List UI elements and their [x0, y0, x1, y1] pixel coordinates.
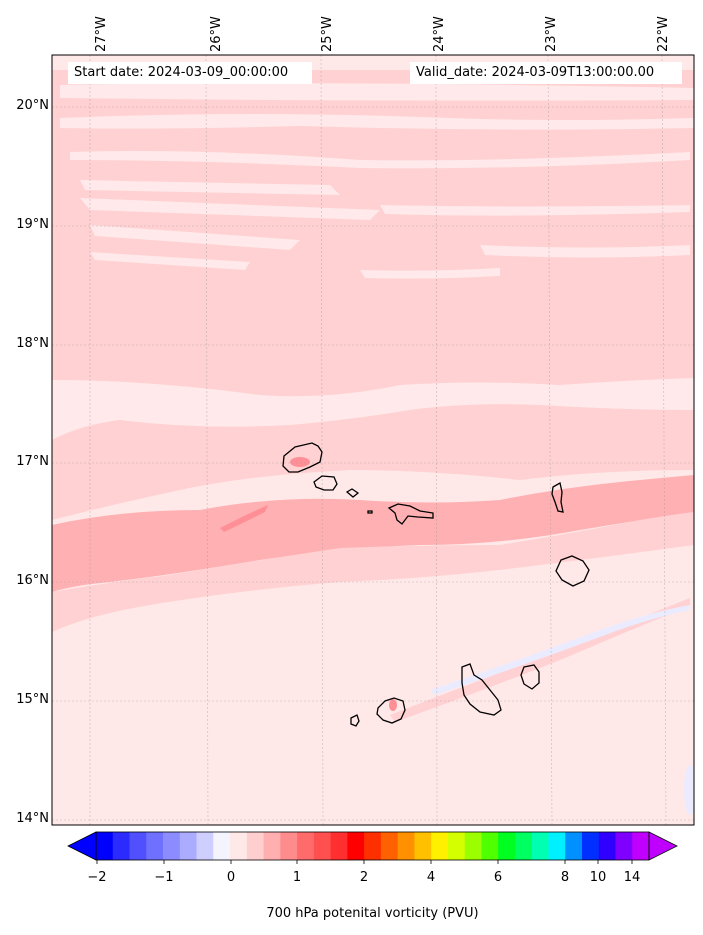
island-sao-nicolau [387, 503, 434, 525]
valid-date-label: Valid_date: 2024-03-09T13:00:00.00 [416, 65, 655, 80]
colorbar-cell [565, 832, 583, 860]
pv-field [52, 55, 694, 825]
colorbar-cell [531, 832, 549, 860]
colorbar-extend-min [67, 831, 97, 861]
colorbar-cell [615, 832, 633, 860]
map-frame [51, 54, 695, 826]
colorbar-cell [196, 832, 214, 860]
island-santo-antao [282, 442, 323, 473]
lat-label-19n: 19°N [16, 217, 49, 232]
meridian-22w [661, 54, 667, 826]
colorbar-cell [397, 832, 415, 860]
island-brava [350, 714, 360, 727]
lon-label-22w: 22°W [656, 16, 671, 52]
colorbar-cell [447, 832, 466, 860]
colorbar-cell [514, 832, 533, 860]
colorbar-cell [347, 832, 365, 860]
colorbar-cell [96, 832, 114, 860]
colorbar-cell [280, 832, 298, 860]
island-raso [367, 510, 373, 514]
colorbar-cell [246, 832, 264, 860]
pv-spot-santo-antao [290, 457, 310, 467]
coastlines [282, 442, 590, 727]
colorbar-cell [548, 832, 566, 860]
colorbar-cell [414, 832, 432, 860]
colorbar-cell [129, 832, 147, 860]
colorbar-extend-max [648, 831, 678, 861]
colorbar-tick-label: 4 [426, 870, 436, 885]
colorbar-cell [313, 832, 332, 860]
colorbar-cell [481, 832, 499, 860]
island-sal [551, 481, 564, 513]
pv-band-south [52, 512, 694, 632]
colorbar-cell [498, 832, 516, 860]
colorbar-frame [95, 831, 650, 861]
colorbar [67, 831, 678, 864]
colorbar-cell [213, 832, 231, 860]
colorbar-title: 700 hPa potenital vorticity (PVU) [266, 906, 479, 921]
pv-band-north [52, 70, 694, 520]
meridian-25w [320, 54, 324, 826]
lat-label-17n: 17°N [16, 454, 49, 469]
colorbar-cell [179, 832, 197, 860]
lat-label-14n: 14°N [16, 811, 49, 826]
colorbar-cell [380, 832, 399, 860]
colorbar-tick-label: 1 [292, 870, 302, 885]
colorbar-cell [112, 832, 130, 860]
colorbar-tick-label: 6 [493, 870, 503, 885]
colorbar-tick-label: −1 [154, 870, 174, 885]
colorbar-cell [297, 832, 315, 860]
colorbar-cell [364, 832, 382, 860]
colorbar-tick-label: 2 [359, 870, 369, 885]
colorbar-cell [163, 832, 181, 860]
pv-streaks-north [52, 83, 694, 440]
colorbar-cell [632, 832, 650, 860]
island-sao-vicente [313, 475, 338, 491]
lat-label-15n: 15°N [16, 692, 49, 707]
pv-filament-blue [430, 605, 690, 695]
valid-date-box: Valid_date: 2024-03-09T13:00:00.00 [410, 62, 682, 84]
colorbar-tick-label: 0 [226, 870, 236, 885]
colorbar-tick-label: 10 [589, 870, 607, 885]
lon-label-26w: 26°W [209, 16, 224, 52]
lon-label-25w: 25°W [320, 16, 335, 52]
start-date-label: Start date: 2024-03-09_00:00:00 [74, 65, 289, 80]
lat-label-16n: 16°N [16, 573, 49, 588]
meridian-26w [205, 54, 209, 826]
pv-band-central [52, 475, 694, 592]
meridian-24w [435, 54, 438, 826]
colorbar-cell [330, 832, 348, 860]
colorbar-tick-label: 8 [560, 870, 570, 885]
colorbar-cell [230, 832, 248, 860]
colorbar-tick-label: 14 [623, 870, 641, 885]
graticule [52, 54, 694, 826]
island-santiago [461, 663, 502, 716]
island-fogo [376, 697, 406, 724]
island-boa-vista [555, 555, 590, 587]
colorbar-cell [598, 832, 616, 860]
colorbar-tick-label: −2 [87, 870, 107, 885]
colorbar-cell [464, 832, 482, 860]
meridian-23w [547, 54, 553, 826]
lon-label-24w: 24°W [432, 16, 447, 52]
colorbar-cell [263, 832, 281, 860]
colorbar-cell [146, 832, 164, 860]
lon-label-27w: 27°W [94, 16, 109, 52]
lat-label-20n: 20°N [16, 98, 49, 113]
start-date-box: Start date: 2024-03-09_00:00:00 [68, 62, 312, 84]
lat-label-18n: 18°N [16, 336, 49, 351]
pv-streak-strong [220, 505, 268, 532]
colorbar-cell [581, 832, 600, 860]
pv-spot-fogo [389, 699, 397, 711]
island-maio [520, 664, 540, 690]
island-santa-luzia [345, 488, 360, 498]
lon-label-23w: 23°W [544, 16, 559, 52]
colorbar-cell [431, 832, 449, 860]
pv-blue-edge [684, 765, 694, 815]
